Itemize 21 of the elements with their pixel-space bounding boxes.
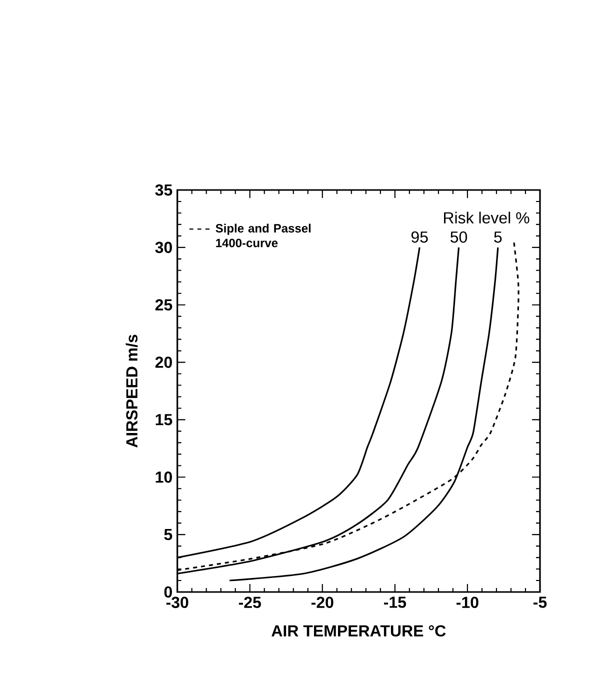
x-tick-label: -25 — [238, 596, 261, 608]
x-tick-label: -20 — [311, 596, 334, 608]
series-label: 95 — [411, 231, 428, 243]
y-tick-label: 5 — [164, 528, 172, 540]
series-label: 50 — [450, 231, 468, 243]
y-tick-label: 10 — [156, 471, 172, 483]
y-tick-label: 30 — [155, 242, 172, 254]
x-tick-label: -30 — [166, 596, 188, 608]
x-tick-label: -15 — [384, 596, 406, 608]
legend-label: Siple and Passel 1400-curve — [216, 224, 311, 248]
y-tick-label: 25 — [155, 299, 172, 311]
y-tick-label: 35 — [155, 184, 172, 196]
annotation: Risk level % — [444, 212, 530, 224]
x-tick-label: -10 — [456, 596, 478, 608]
x-tick-label: -5 — [534, 596, 547, 608]
series-label: 5 — [494, 232, 502, 243]
y-tick-label: 15 — [156, 414, 172, 426]
y-tick-label: 0 — [164, 586, 172, 598]
x-axis-title: AIR TEMPERATURE °C — [272, 625, 446, 637]
y-axis-title: AIRSPEED m/s — [126, 334, 138, 448]
y-tick-label: 20 — [155, 356, 172, 368]
